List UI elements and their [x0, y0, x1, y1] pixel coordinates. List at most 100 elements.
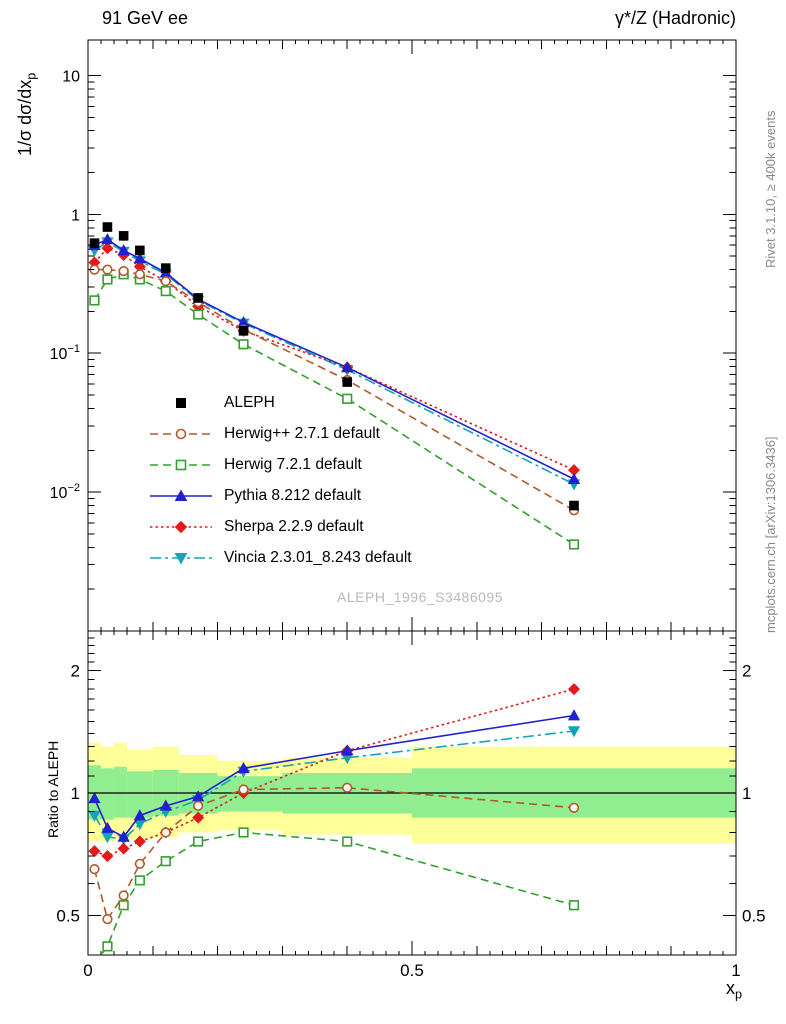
circle-open-marker: [89, 864, 100, 875]
diamond-filled-marker: [101, 850, 114, 863]
x-tick-label: 0: [83, 961, 92, 980]
square-open-marker: [175, 459, 187, 470]
square-open-marker: [89, 295, 100, 306]
diamond-filled-marker: [567, 683, 581, 696]
square-open-marker: [118, 900, 129, 911]
beam-energy-title: 91 GeV ee: [102, 8, 189, 28]
rivet-version-note: Rivet 3.1.10, ≥ 400k events: [763, 110, 778, 268]
triangle-up-filled-marker: [88, 792, 101, 804]
triangle-up-filled-marker: [117, 244, 130, 256]
square-open-marker: [102, 274, 113, 285]
square-open-marker: [568, 539, 580, 550]
square-open-marker: [342, 393, 353, 404]
y-axis-label-top: 1/σ dσ/dxp: [15, 73, 39, 156]
y-top-tick-label: 1: [71, 207, 80, 224]
diamond-filled-marker: [117, 842, 130, 855]
triangle-up-filled-marker: [159, 799, 172, 811]
herwig7-legend-sample-icon: [150, 459, 212, 470]
square-filled-marker: [160, 263, 171, 273]
square-open-marker: [238, 339, 249, 350]
herwigpp-legend-sample-icon: [150, 428, 212, 439]
circle-open-marker: [102, 264, 113, 275]
legend-item-aleph: ALEPH: [148, 387, 412, 418]
ratio-series-pythia: [88, 709, 581, 842]
triangle-up-filled-marker: [174, 488, 188, 501]
diamond-filled-marker: [174, 520, 188, 533]
aleph-legend-sample-icon: [176, 397, 186, 408]
triangle-down-filled-marker: [174, 552, 188, 565]
analysis-id-watermark: ALEPH_1996_S3486095: [337, 589, 503, 605]
top-series-aleph: [89, 222, 579, 511]
square-open-marker: [160, 286, 171, 297]
ratio-tick-label-left: 1: [71, 784, 80, 803]
legend-label: Pythia 8.212 default: [224, 486, 362, 504]
triangle-up-filled-marker: [133, 252, 146, 264]
square-open-marker: [102, 941, 113, 952]
y-axis-label-ratio: Ratio to ALEPH: [45, 740, 61, 838]
axis-ticks: [87, 40, 737, 955]
x-tick-label: 0.5: [400, 961, 424, 980]
y-top-tick-label: 10: [62, 68, 80, 85]
triangle-up-filled-marker: [341, 744, 354, 756]
square-open-marker: [238, 827, 249, 838]
triangle-up-filled-marker: [117, 830, 130, 842]
square-open-marker: [342, 836, 353, 847]
circle-open-marker: [118, 266, 129, 277]
square-filled-marker: [118, 231, 129, 241]
triangle-up-filled-marker: [567, 709, 581, 721]
legend-item-pythia: Pythia 8.212 default: [148, 480, 412, 511]
square-open-marker: [193, 309, 204, 320]
legend-label: ALEPH: [224, 393, 275, 411]
x-tick-label: 1: [731, 961, 740, 980]
legend-item-sherpa: Sherpa 2.2.9 default: [148, 511, 412, 542]
triangle-up-filled-marker: [341, 361, 354, 373]
triangle-up-filled-marker: [567, 472, 581, 484]
x-axis-label: xp: [726, 978, 742, 1002]
legend-label: Vincia 2.3.01_8.243 default: [224, 548, 412, 566]
triangle-up-filled-marker: [237, 761, 250, 774]
diamond-filled-marker: [133, 835, 146, 848]
legend-label: Herwig++ 2.7.1 default: [224, 424, 380, 442]
circle-open-marker: [193, 800, 204, 811]
circle-open-marker: [175, 428, 187, 439]
legend-item-vincia: Vincia 2.3.01_8.243 default: [148, 542, 412, 573]
ratio-tick-label-right: 2: [742, 661, 751, 680]
square-filled-marker: [342, 377, 352, 387]
vincia-legend-sample-icon: [150, 552, 212, 565]
square-open-marker: [568, 900, 580, 911]
circle-open-marker: [342, 782, 353, 793]
pythia-legend-sample-icon: [150, 488, 212, 501]
x-axis-label-sub: p: [734, 987, 742, 1002]
square-filled-marker: [176, 397, 186, 408]
sherpa-legend-sample-icon: [150, 520, 212, 533]
square-filled-marker: [569, 500, 579, 511]
mcplots-note: mcplots.cern.ch [arXiv:1306.3436]: [763, 436, 778, 633]
ratio-tick-label-left: 2: [71, 661, 80, 680]
square-filled-marker: [102, 222, 113, 232]
diamond-filled-marker: [192, 811, 205, 824]
triangle-up-filled-marker: [101, 821, 114, 833]
circle-open-marker: [102, 914, 113, 925]
y-axis-label-top-sub: p: [24, 72, 39, 80]
ratio-tick-label-right: 1: [742, 784, 751, 803]
legend-item-herwigpp: Herwig++ 2.7.1 default: [148, 418, 412, 449]
legend-label: Herwig 7.2.1 default: [224, 455, 362, 473]
circle-open-marker: [134, 269, 145, 280]
circle-open-marker: [238, 784, 249, 795]
square-open-marker: [193, 836, 204, 847]
legend: ALEPH Herwig++ 2.7.1 default Herwig 7.2.1 …: [148, 387, 412, 573]
y-top-tick-label: 10−2: [50, 482, 80, 502]
circle-open-marker: [134, 858, 145, 869]
process-title: γ*/Z (Hadronic): [614, 8, 736, 28]
triangle-up-filled-marker: [133, 809, 146, 821]
diamond-filled-marker: [101, 242, 114, 255]
square-filled-marker: [193, 293, 203, 303]
square-filled-marker: [89, 238, 100, 248]
x-axis-label-text: x: [725, 978, 735, 998]
ratio-series-herwigpp: [89, 782, 580, 925]
square-open-marker: [134, 875, 145, 886]
circle-open-marker: [568, 802, 580, 813]
circle-open-marker: [160, 827, 171, 838]
